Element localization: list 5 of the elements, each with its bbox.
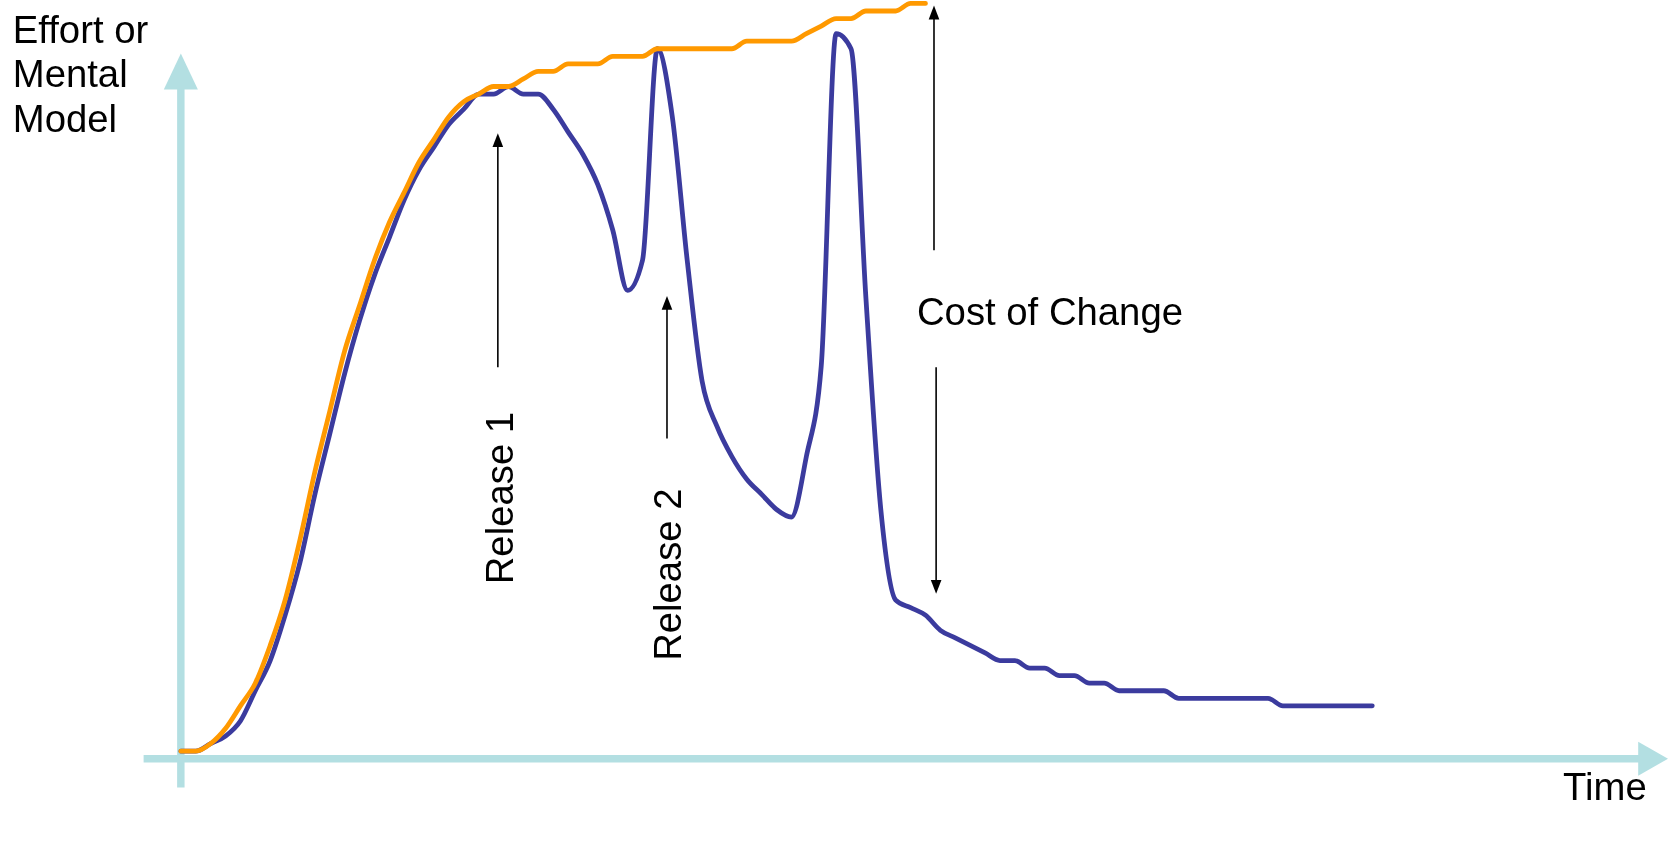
annotation: Release 2 [645, 488, 689, 661]
x-axis-title: Time [1563, 765, 1647, 809]
annotation: Cost of Change [916, 289, 1183, 333]
annotation: Release 1 [477, 411, 521, 585]
y-axis-title: Effort or Mental Model [12, 7, 149, 141]
